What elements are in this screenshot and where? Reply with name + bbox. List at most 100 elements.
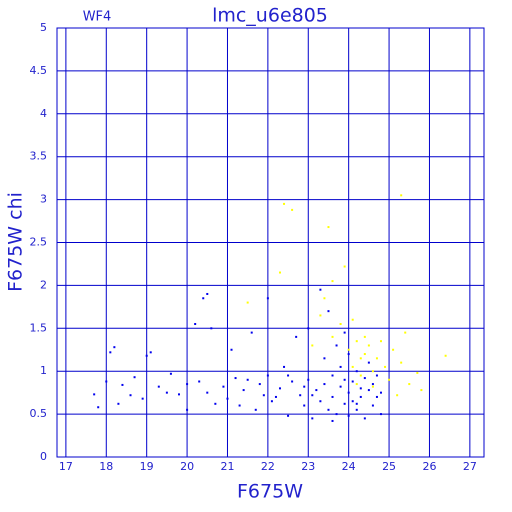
scatter-point: [327, 408, 330, 411]
scatter-point: [178, 393, 180, 396]
x-tick-label: 22: [261, 460, 275, 473]
scatter-point: [323, 383, 326, 386]
scatter-point: [339, 385, 342, 388]
scatter-point: [169, 372, 172, 375]
y-tick-label: 2: [40, 278, 47, 291]
scatter-point: [371, 385, 374, 388]
scatter-point: [242, 389, 245, 392]
scatter-point: [266, 297, 269, 300]
scatter-point: [408, 383, 411, 386]
y-tick-label: 0.5: [30, 407, 48, 420]
scatter-point: [359, 387, 362, 390]
scatter-point: [291, 380, 294, 383]
x-axis-label: F675W: [237, 481, 303, 503]
scatter-point: [303, 404, 306, 407]
scatter-point: [367, 344, 370, 347]
scatter-point: [105, 380, 108, 383]
scatter-point: [283, 365, 286, 368]
plot-frame: [56, 27, 485, 458]
scatter-point: [379, 340, 382, 343]
scatter-point: [198, 380, 201, 383]
scatter-point: [133, 376, 136, 379]
y-tick-label: 1.5: [30, 321, 48, 334]
scatter-point: [270, 400, 273, 403]
chart-title: lmc_u6e805: [212, 5, 328, 27]
scatter-point: [266, 374, 269, 377]
scatter-point: [355, 383, 358, 386]
scatter-point: [121, 383, 124, 386]
scatter-point: [327, 310, 330, 313]
scatter-point: [384, 365, 387, 368]
scatter-point: [319, 288, 322, 291]
scatter-point: [343, 331, 346, 334]
y-tick-label: 4.5: [30, 64, 48, 77]
scatter-point: [295, 335, 298, 338]
scatter-point: [113, 346, 116, 349]
scatter-point: [238, 404, 241, 407]
scatter-point: [149, 351, 152, 354]
scatter-point: [375, 357, 378, 360]
scatter-point: [355, 408, 358, 411]
scatter-point: [359, 357, 362, 360]
scatter-point: [355, 402, 358, 405]
scatter-point: [375, 374, 378, 377]
scatter-point: [359, 395, 362, 398]
scatter-point: [323, 357, 326, 360]
scatter-point: [311, 417, 314, 420]
scatter-point: [194, 323, 197, 326]
scatter-point: [388, 378, 391, 381]
scatter-point: [331, 395, 334, 398]
y-tick-label: 4: [40, 107, 47, 120]
scatter-point: [145, 354, 148, 357]
scatter-point: [307, 327, 310, 330]
scatter-point: [327, 226, 330, 229]
scatter-point: [416, 371, 419, 374]
scatter-point: [363, 335, 366, 338]
scatter-point: [254, 408, 257, 411]
scatter-point: [363, 377, 366, 380]
scatter-point: [371, 404, 374, 407]
scatter-point: [303, 385, 306, 388]
chart-subtitle: WF4: [83, 10, 112, 25]
scatter-point: [339, 365, 342, 368]
scatter-point: [359, 374, 362, 377]
scatter-point: [343, 402, 346, 405]
scatter-point: [319, 314, 322, 317]
scatter-point: [109, 351, 112, 354]
scatter-point: [206, 292, 209, 295]
scatter-point: [392, 348, 395, 351]
scatter-point: [274, 395, 277, 398]
scatter-point: [186, 383, 189, 386]
scatter-point: [319, 400, 322, 403]
scatter-point: [363, 353, 366, 356]
scatter-point: [420, 389, 423, 392]
scatter-point: [404, 331, 407, 334]
scatter-point: [363, 417, 366, 420]
x-tick-label: 17: [59, 460, 73, 473]
scatter-point: [331, 335, 334, 338]
scatter-point: [278, 387, 281, 390]
scatter-point: [375, 395, 378, 398]
scatter-point: [287, 414, 290, 417]
scatter-point: [315, 389, 318, 392]
scatter-point: [311, 344, 314, 347]
scatter-point: [400, 194, 403, 197]
scatter-point: [355, 370, 358, 373]
scatter-point: [234, 377, 237, 380]
scatter-point: [246, 301, 249, 304]
scatter-point: [278, 271, 281, 274]
scatter-point: [97, 406, 100, 409]
scatter-point: [250, 331, 253, 334]
scatter-point: [186, 408, 189, 411]
scatter-point: [157, 385, 160, 388]
scatter-point: [335, 413, 338, 416]
scatter-point: [323, 297, 326, 300]
scatter-point: [351, 400, 354, 403]
scatter-point: [367, 389, 370, 392]
scatter-point: [367, 361, 370, 364]
scatter-point: [371, 383, 374, 386]
scatter-point: [351, 318, 354, 321]
scatter-point: [335, 344, 338, 347]
scatter-point: [379, 413, 382, 416]
